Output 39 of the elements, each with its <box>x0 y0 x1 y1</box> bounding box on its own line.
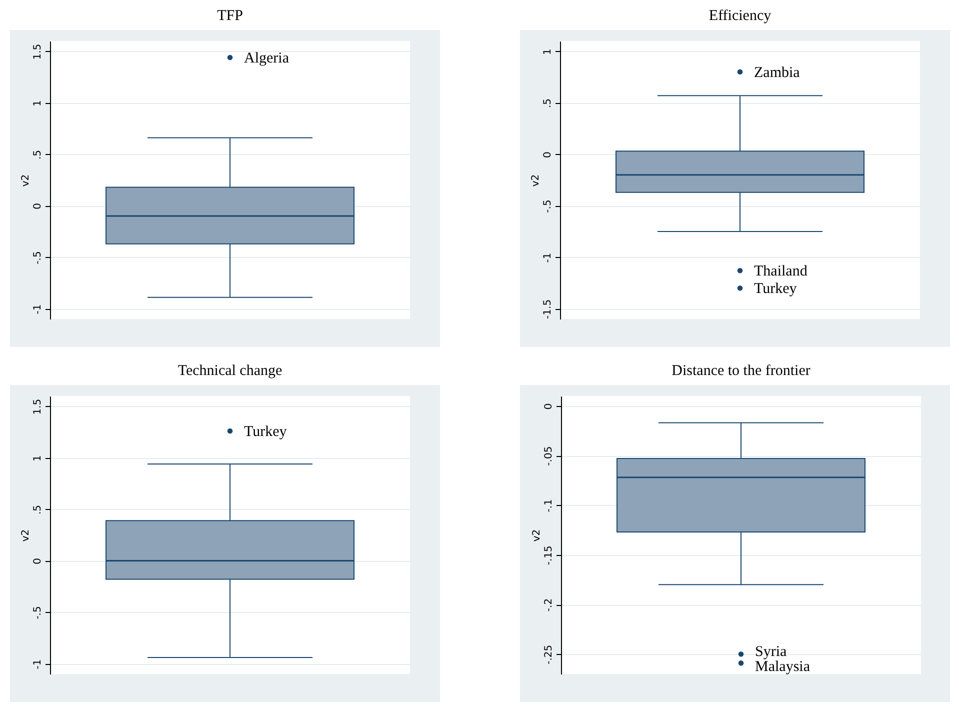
y-tick-label: -1 <box>32 304 44 314</box>
y-tick-label: -.5 <box>542 200 554 213</box>
annotation: Syria <box>755 644 788 660</box>
y-axis-title: v2 <box>20 529 32 542</box>
y-tick-label: -1.5 <box>542 299 554 319</box>
y-axis-title: v2 <box>20 174 32 187</box>
y-tick-label: 0 <box>32 558 44 564</box>
chart-title: Efficiency <box>708 8 772 24</box>
y-tick-label: 1.5 <box>32 398 44 415</box>
y-tick-label: -1 <box>542 252 554 263</box>
y-tick-label: 0 <box>542 152 554 158</box>
annotation: Zambia <box>754 64 800 81</box>
y-tick-label: 1 <box>32 100 44 106</box>
annotation: Thailand <box>754 264 808 280</box>
y-tick-label: -.25 <box>544 644 554 664</box>
y-tick-label: -.5 <box>32 606 44 620</box>
y-tick-label: -.5 <box>32 251 44 264</box>
y-tick-label: -.05 <box>544 446 554 466</box>
y-tick-label: -.1 <box>544 499 554 512</box>
annotation: Turkey <box>244 424 288 440</box>
y-tick-label: .5 <box>32 504 44 515</box>
y-tick-label: 1 <box>32 455 44 462</box>
y-tick-label: 1.5 <box>32 44 44 60</box>
chart-title: TFP <box>217 8 243 24</box>
chart-title: Distance to the frontier <box>672 363 810 379</box>
annotation: Turkey <box>754 281 798 298</box>
chart-title: Technical change <box>178 363 282 379</box>
y-axis-title: v2 <box>530 174 542 187</box>
y-tick-label: 0 <box>544 403 554 410</box>
y-axis-title: v2 <box>532 529 542 542</box>
y-tick-label: .5 <box>32 150 44 160</box>
y-tick-label: 1 <box>542 48 554 55</box>
y-tick-label: -1 <box>32 659 44 670</box>
y-tick-label: -.15 <box>544 546 554 566</box>
annotation: Malaysia <box>755 659 810 676</box>
y-tick-label: -.2 <box>544 598 554 612</box>
annotation: Algeria <box>244 50 290 66</box>
y-tick-label: 0 <box>32 203 44 210</box>
y-tick-label: .5 <box>542 98 554 108</box>
